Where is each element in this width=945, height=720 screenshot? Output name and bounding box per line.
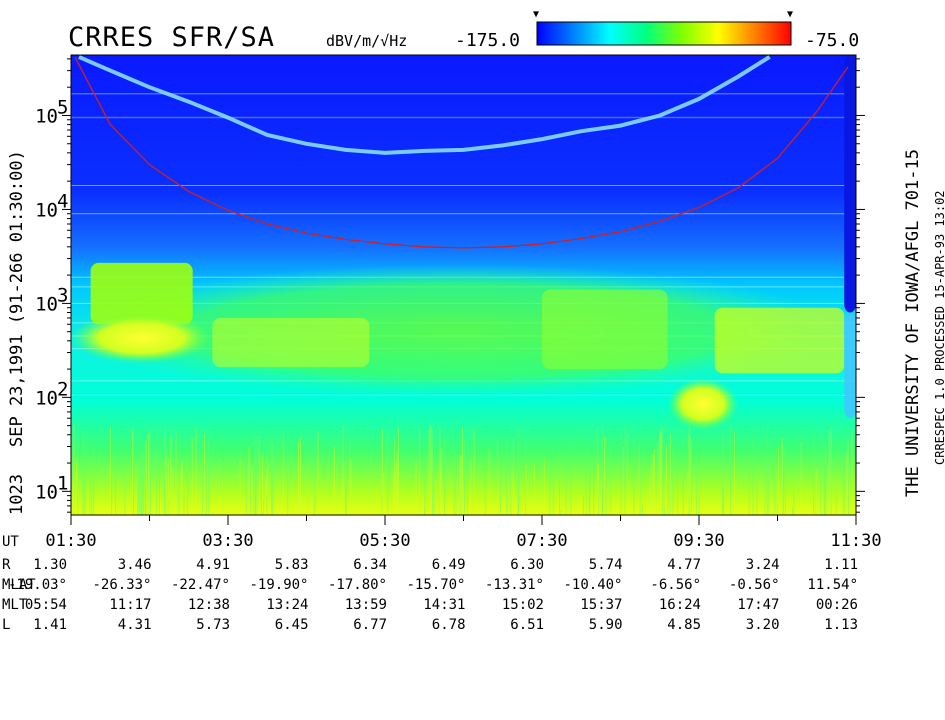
y-tick-exponent: 5 <box>57 96 68 118</box>
ephemeris-value: 1.41 <box>33 617 67 633</box>
ephemeris-value: 4.31 <box>118 617 152 633</box>
y-tick-label: 10 <box>35 105 58 127</box>
ephemeris-value: 6.51 <box>510 617 544 633</box>
emission-regions <box>71 55 856 430</box>
y-tick-exponent: 4 <box>57 190 68 212</box>
y-tick-label: 10 <box>35 387 58 409</box>
ephemeris-value: 3.24 <box>746 557 780 573</box>
ephemeris-value: -19.03° <box>8 577 67 593</box>
ut-label: UT <box>2 534 19 550</box>
ephemeris-value: 14:31 <box>423 597 465 613</box>
ephemeris-value: -15.70° <box>406 577 465 593</box>
ephemeris-value: 13:59 <box>345 597 387 613</box>
colorbar-units: dBV/m/√Hz <box>326 32 407 50</box>
ephemeris-value: 5.74 <box>589 557 623 573</box>
emission-region <box>90 262 193 325</box>
ephemeris-value: 6.49 <box>432 557 466 573</box>
emission-region <box>212 317 370 368</box>
ephemeris-row-label: L <box>2 617 10 633</box>
y-tick-label: 10 <box>35 293 58 315</box>
colorbar <box>536 21 792 46</box>
ephemeris-value: 5.83 <box>275 557 309 573</box>
ephemeris-value: 4.77 <box>667 557 701 573</box>
ephemeris-value: 6.77 <box>353 617 387 633</box>
ephemeris-value: 4.85 <box>667 617 701 633</box>
chart-title: CRRES SFR/SA <box>68 22 275 53</box>
ephemeris-value: -0.56° <box>729 577 780 593</box>
x-tick-label: 09:30 <box>673 531 724 551</box>
ephemeris-value: 11:17 <box>109 597 151 613</box>
processed-label: CRRESPEC 1.0 PROCESSED 15-APR-93 13:02 <box>933 190 945 465</box>
spectrogram-plot <box>71 55 856 515</box>
x-tick-label: 05:30 <box>359 531 410 551</box>
ephemeris-row-label: MLT <box>2 597 28 613</box>
electron-cyclotron-curve <box>74 56 849 249</box>
emission-region <box>667 378 739 430</box>
x-tick-label: 07:30 <box>516 531 567 551</box>
ephemeris-value: -6.56° <box>650 577 701 593</box>
institution-label: THE UNIVERSITY OF IOWA/AFGL 701-15 <box>903 149 923 497</box>
ephemeris-value: 1.30 <box>33 557 67 573</box>
ephemeris-value: 6.78 <box>432 617 466 633</box>
ephemeris-value: 5.90 <box>589 617 623 633</box>
y-tick-exponent: 3 <box>57 284 68 306</box>
ephemeris-value: 11.54° <box>807 577 858 593</box>
orbit-label: 1023 <box>7 474 27 515</box>
ephemeris-value: 5.73 <box>196 617 230 633</box>
ephemeris-value: 6.34 <box>353 557 387 573</box>
date-label: SEP 23,1991 (91-266 01:30:00) <box>7 150 27 447</box>
colorbar-max-marker: ▼ <box>787 9 793 20</box>
y-tick-exponent: 2 <box>57 378 68 400</box>
y-tick-label: 10 <box>35 199 58 221</box>
ephemeris-value: -22.47° <box>171 577 230 593</box>
emission-region <box>844 312 856 419</box>
ephemeris-value: -26.33° <box>92 577 151 593</box>
y-tick-exponent: 1 <box>57 472 68 494</box>
ephemeris-value: 1.11 <box>824 557 858 573</box>
ephemeris-value: 6.45 <box>275 617 309 633</box>
colorbar-max-label: -75.0 <box>805 30 859 51</box>
y-tick-label: 10 <box>35 481 58 503</box>
emission-region <box>71 312 213 364</box>
ephemeris-value: 3.20 <box>746 617 780 633</box>
ephemeris-value: 6.30 <box>510 557 544 573</box>
ephemeris-value: 16:24 <box>659 597 701 613</box>
ephemeris-row-label: MLAT <box>2 577 36 593</box>
y-axis-right <box>856 58 865 513</box>
emission-region <box>844 55 856 313</box>
colorbar-min-label: -175.0 <box>455 30 520 51</box>
ephemeris-value: -17.80° <box>328 577 387 593</box>
ephemeris-value: 4.91 <box>196 557 230 573</box>
ephemeris-value: 3.46 <box>118 557 152 573</box>
ephemeris-value: 17:47 <box>737 597 779 613</box>
ephemeris-value: 00:26 <box>816 597 858 613</box>
colorbar-min-marker: ▼ <box>533 9 539 20</box>
upper-hybrid-band <box>78 55 771 155</box>
ephemeris-value: 12:38 <box>188 597 230 613</box>
x-tick-label: 11:30 <box>830 531 881 551</box>
ephemeris-row-label: R <box>2 557 11 573</box>
x-tick-label: 01:30 <box>45 531 96 551</box>
ephemeris-value: 15:02 <box>502 597 544 613</box>
x-tick-label: 03:30 <box>202 531 253 551</box>
x-axis: 01:30 03:30 05:30 07:30 09:30 11:30 UT <box>2 515 882 551</box>
ephemeris-value: 13:24 <box>266 597 308 613</box>
ephemeris-value: 05:54 <box>25 597 67 613</box>
ephemeris-value: -10.40° <box>563 577 622 593</box>
ephemeris-value: -13.31° <box>485 577 544 593</box>
ephemeris-value: 15:37 <box>580 597 622 613</box>
ephemeris-value: -19.90° <box>249 577 308 593</box>
ephemeris-table: R 1.30 3.46 4.91 5.83 6.34 6.49 6.30 5.74 4.77 3.2… <box>2 557 858 633</box>
emission-region <box>714 307 845 374</box>
emission-region <box>542 289 668 370</box>
ephemeris-value: 1.13 <box>824 617 858 633</box>
